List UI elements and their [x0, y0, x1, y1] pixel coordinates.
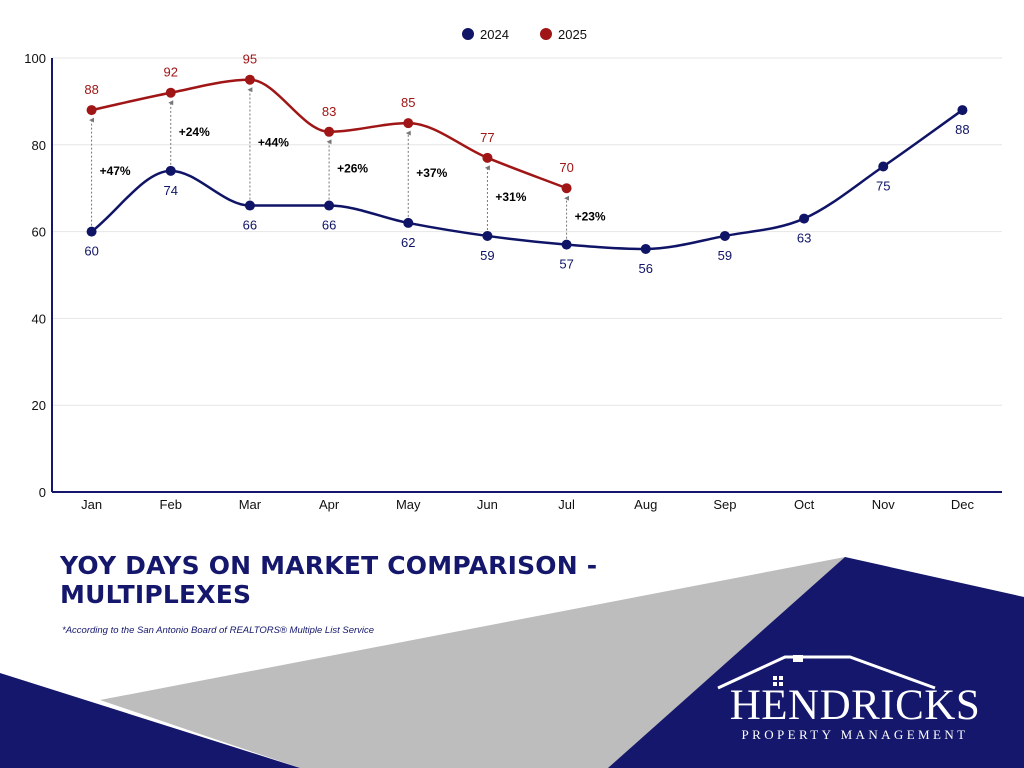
x-tick-label: Sep	[713, 497, 736, 512]
yoy-annotation: +31%	[495, 190, 526, 204]
data-point-2025	[403, 118, 414, 129]
data-label-2024: 57	[559, 257, 573, 272]
line-chart: 0 20 40 60 80 100 Jan Feb Mar Apr May Jun Jul Aug Sep…	[24, 27, 1002, 512]
data-point-2024	[878, 161, 889, 172]
y-tick-label: 20	[32, 398, 46, 413]
data-point-2024	[799, 213, 810, 224]
data-label-2025: 77	[480, 130, 494, 145]
data-point-2024	[86, 226, 97, 237]
data-label-2024: 66	[322, 218, 336, 233]
legend-marker-2024	[462, 28, 474, 40]
data-point-2024	[165, 165, 176, 176]
x-tick-label: Jul	[558, 497, 575, 512]
data-label-2024: 62	[401, 235, 415, 250]
x-tick-label: Mar	[239, 497, 262, 512]
series-line-2024	[90, 109, 964, 251]
data-point-2025	[482, 152, 493, 163]
series-points	[86, 74, 968, 254]
gridlines	[52, 57, 1002, 406]
legend-label-2024: 2024	[480, 27, 509, 42]
source-note: *According to the San Antonio Board of R…	[62, 625, 375, 636]
data-point-2024	[324, 200, 335, 211]
data-label-2024: 88	[955, 122, 969, 137]
navy-shape-left	[0, 673, 300, 768]
yoy-annotation: +23%	[575, 209, 606, 223]
x-tick-label: Jun	[477, 497, 498, 512]
data-point-2025	[324, 126, 335, 137]
grey-band	[100, 557, 845, 768]
data-point-2024	[957, 105, 968, 116]
data-label-2024: 74	[164, 183, 178, 198]
chart-title: YOY DAYS ON MARKET COMPARISON - MULTIPLE…	[60, 551, 598, 609]
x-tick-label: Feb	[160, 497, 182, 512]
x-tick-label: Jan	[81, 497, 102, 512]
data-label-2025: 70	[559, 160, 573, 175]
data-point-2024	[719, 230, 730, 241]
yoy-annotations: +47% +24% +44% +26% +37% +31% +23%	[100, 125, 606, 224]
y-axis-ticks: 0 20 40 60 80 100	[24, 51, 46, 500]
data-label-2024: 56	[639, 261, 653, 276]
data-label-2025: 88	[84, 82, 98, 97]
data-labels: 60 74 66 66 62 59 57 56 59 63 75 88 88 92 95 83 85 77 70	[84, 52, 969, 276]
x-tick-label: Nov	[872, 497, 896, 512]
x-tick-label: Oct	[794, 497, 815, 512]
data-point-2024	[403, 217, 414, 228]
y-tick-label: 80	[32, 138, 46, 153]
data-label-2024: 66	[243, 218, 257, 233]
yoy-annotation: +47%	[100, 164, 131, 178]
logo-name: HENDRICKS	[729, 682, 981, 729]
x-tick-label: Apr	[319, 497, 340, 512]
yoy-annotation: +24%	[179, 125, 210, 139]
y-tick-label: 100	[24, 51, 46, 66]
data-point-2025	[561, 183, 572, 194]
data-label-2025: 85	[401, 95, 415, 110]
logo-tagline: PROPERTY MANAGEMENT	[741, 727, 969, 742]
data-point-2024	[244, 200, 255, 211]
data-label-2025: 92	[164, 65, 178, 80]
data-label-2025: 95	[243, 52, 257, 67]
yoy-arrows	[89, 87, 570, 239]
x-tick-label: May	[396, 497, 421, 512]
x-tick-label: Aug	[634, 497, 657, 512]
navy-shape-right	[608, 557, 1024, 768]
data-label-2024: 63	[797, 231, 811, 246]
data-label-2024: 59	[480, 248, 494, 263]
data-point-2025	[86, 105, 97, 116]
y-tick-label: 60	[32, 225, 46, 240]
data-point-2025	[244, 74, 255, 85]
data-label-2024: 60	[84, 244, 98, 259]
data-label-2024: 59	[718, 248, 732, 263]
legend: 2024 2025	[462, 27, 587, 42]
x-axis-ticks: Jan Feb Mar Apr May Jun Jul Aug Sep Oct Nov Dec	[81, 497, 974, 512]
yoy-annotation: +44%	[258, 136, 289, 150]
legend-marker-2025	[540, 28, 552, 40]
x-tick-label: Dec	[951, 497, 975, 512]
legend-label-2025: 2025	[558, 27, 587, 42]
data-point-2024	[561, 239, 572, 250]
house-roof-icon	[717, 655, 936, 690]
y-tick-label: 0	[39, 485, 46, 500]
data-point-2024	[482, 230, 493, 241]
data-label-2025: 83	[322, 104, 336, 119]
data-label-2024: 75	[876, 179, 890, 194]
y-tick-label: 40	[32, 311, 46, 326]
yoy-annotation: +37%	[416, 166, 447, 180]
yoy-annotation: +26%	[337, 162, 368, 176]
data-point-2025	[165, 87, 176, 98]
data-point-2024	[640, 243, 651, 254]
